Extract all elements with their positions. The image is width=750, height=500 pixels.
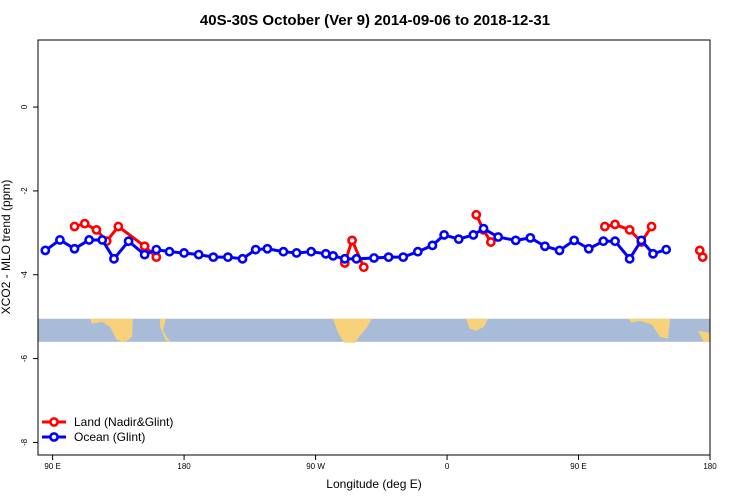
data-point-ocean <box>237 253 248 264</box>
data-point-ocean <box>193 249 204 260</box>
data-point-ocean <box>468 230 479 240</box>
data-point-land <box>347 235 357 246</box>
data-point-ocean <box>540 241 550 252</box>
data-point-ocean <box>369 253 379 263</box>
map-land-south-america <box>333 318 372 343</box>
data-point-ocean <box>306 246 317 257</box>
data-point-ocean <box>598 236 609 247</box>
data-point-ocean <box>109 253 119 264</box>
data-point-land <box>358 262 369 273</box>
y-tick-label: -6 <box>20 354 29 362</box>
plot-area <box>40 209 708 273</box>
data-point-ocean <box>40 245 51 256</box>
data-point-ocean <box>179 248 189 258</box>
data-point-ocean <box>624 253 635 264</box>
data-point-ocean <box>636 235 647 246</box>
data-point-ocean <box>554 245 565 256</box>
data-point-ocean <box>478 223 489 234</box>
x-axis: 90 E 180 90 W 0 90 E 180 <box>44 455 717 471</box>
data-point-land <box>113 221 124 232</box>
data-point-land <box>599 221 610 232</box>
x-tick-label: 180 <box>703 462 717 471</box>
data-point-ocean <box>493 232 504 242</box>
data-point-ocean <box>84 235 95 245</box>
data-point-ocean <box>610 236 620 247</box>
data-point-land <box>91 224 102 235</box>
legend: Land (Nadir&Glint)Ocean (Glint) <box>42 415 173 444</box>
x-tick-label: 0 <box>445 462 450 471</box>
data-point-land <box>151 252 162 263</box>
series-line-ocean <box>44 227 667 261</box>
data-point-ocean <box>250 244 261 255</box>
data-point-ocean <box>151 244 162 255</box>
data-point-ocean <box>328 250 338 261</box>
data-point-ocean <box>439 230 450 240</box>
plot-frame <box>37 39 711 456</box>
data-point-ocean <box>351 253 362 264</box>
legend-marker-ocean <box>49 432 59 442</box>
data-point-ocean <box>525 232 536 243</box>
data-point-ocean <box>223 252 233 263</box>
y-axis: 0 -2 -4 -6 -8 <box>20 104 38 446</box>
y-axis-label: XCO2 - MLO trend (ppm) <box>0 180 13 315</box>
y-tick-label: -4 <box>20 271 29 279</box>
data-point-ocean <box>164 246 175 257</box>
data-point-ocean <box>123 236 134 247</box>
data-point-land <box>485 237 496 247</box>
data-point-land <box>139 241 150 252</box>
data-point-ocean <box>139 249 150 260</box>
y-tick-label: -8 <box>20 438 29 446</box>
data-point-ocean <box>453 234 464 245</box>
y-tick-label: 0 <box>20 104 29 109</box>
data-point-land <box>610 219 620 230</box>
data-point-ocean <box>510 235 521 246</box>
legend-marker-land <box>49 417 59 427</box>
y-tick-label: -2 <box>20 187 29 195</box>
data-point-land <box>697 252 708 263</box>
data-point-ocean <box>97 235 108 245</box>
world-map-strip <box>38 318 710 343</box>
legend-label-land: Land (Nadir&Glint) <box>74 415 173 429</box>
x-tick-label: 90 E <box>570 462 586 471</box>
legend-label-ocean: Ocean (Glint) <box>74 430 145 444</box>
x-tick-label: 90 W <box>306 462 325 471</box>
data-point-ocean <box>661 244 672 255</box>
data-point-ocean <box>291 248 302 258</box>
map-ocean <box>38 318 710 342</box>
data-point-ocean <box>412 246 423 257</box>
x-tick-label: 90 E <box>44 462 60 471</box>
data-point-ocean <box>55 235 65 245</box>
map-land-new-zealand-2 <box>698 330 710 342</box>
map-land-new-zealand <box>160 318 172 343</box>
data-point-ocean <box>208 252 219 263</box>
data-point-ocean <box>398 252 409 263</box>
map-land-africa <box>466 318 488 331</box>
x-axis-label: Longitude (deg E) <box>326 477 421 491</box>
map-land-australia <box>78 318 133 343</box>
data-point-ocean <box>339 253 350 264</box>
data-point-ocean <box>583 243 594 254</box>
data-point-ocean <box>427 240 438 251</box>
data-point-land <box>471 209 482 220</box>
data-point-ocean <box>648 248 658 259</box>
data-point-ocean <box>383 252 394 263</box>
data-point-ocean <box>262 243 273 254</box>
chart-title: 40S-30S October (Ver 9) 2014-09-06 to 20… <box>200 12 550 29</box>
data-point-land <box>79 218 90 229</box>
data-point-land <box>646 221 657 232</box>
data-point-land <box>69 221 80 232</box>
map-land-australia-2 <box>614 318 670 339</box>
x-tick-label: 180 <box>177 462 191 471</box>
data-point-ocean <box>569 235 580 246</box>
data-point-ocean <box>278 246 289 257</box>
data-point-land <box>624 224 635 235</box>
data-point-ocean <box>69 243 80 254</box>
